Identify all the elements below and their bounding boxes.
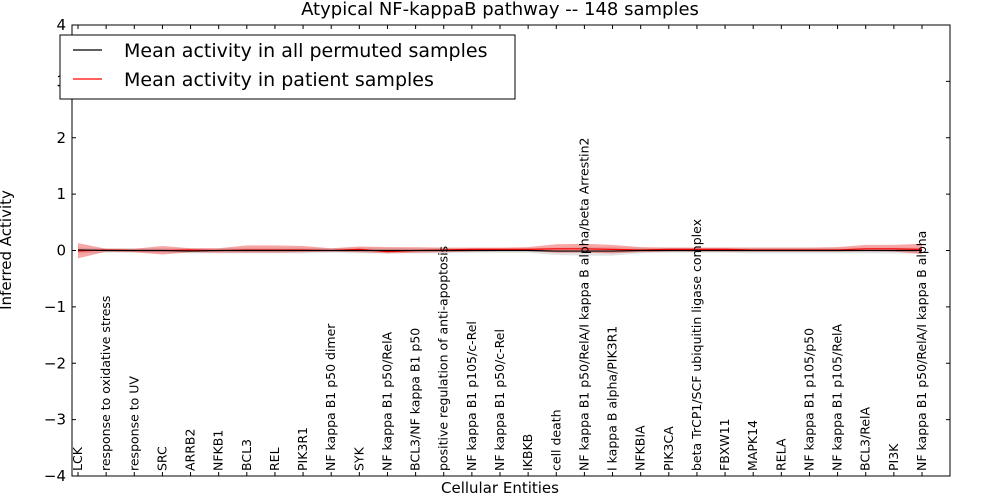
x-category-label: PIK3R1: [295, 427, 310, 471]
x-category-label: NFKBIA: [633, 425, 648, 471]
x-category-label: cell death: [548, 409, 563, 471]
x-category-label: RELA: [773, 438, 788, 471]
x-category-label: IKBKB: [520, 434, 535, 471]
x-category-label: NF kappa B1 p105/p50: [801, 328, 816, 471]
x-category-label: NFKB1: [211, 430, 226, 471]
x-category-label: NF kappa B1 p105/c-Rel: [464, 321, 479, 471]
x-category-label: NF kappa B1 p50/RelA/I kappa B alpha: [914, 231, 929, 471]
y-axis-label: Inferred Activity: [0, 190, 15, 310]
x-category-label: ARRB2: [183, 429, 198, 471]
y-tick-label: −1: [44, 298, 66, 316]
x-category-label: NF kappa B1 p50/c-Rel: [492, 329, 507, 471]
legend: Mean activity in all permuted samples Me…: [59, 34, 516, 100]
x-category-label: beta TrCP1/SCF ubiquitin ligase complex: [689, 219, 704, 471]
x-category-label: I kappa B alpha/PIK3R1: [605, 326, 620, 471]
x-category-label: BCL3: [239, 439, 254, 471]
x-category-label: NF kappa B1 p50/RelA/I kappa B alpha/bet…: [576, 138, 591, 472]
x-category-label: SYK: [351, 446, 366, 471]
x-category-label: FBXW11: [717, 418, 732, 471]
series-lines: [77, 248, 923, 253]
y-tick-label: 0: [56, 242, 66, 260]
x-category-label: NF kappa B1 p50/RelA: [379, 331, 394, 471]
legend-label-permuted: Mean activity in all permuted samples: [124, 40, 487, 62]
y-tick-label: 4: [56, 16, 66, 34]
x-category-label: BCL3/NF kappa B1 p50: [408, 328, 423, 471]
x-category-label: NF kappa B1 p105/RelA: [830, 324, 845, 471]
y-tick-label: 2: [56, 129, 66, 147]
x-category-label: response to oxidative stress: [98, 296, 113, 471]
y-tick-label: −4: [44, 467, 66, 485]
x-category-label: PIK3CA: [661, 426, 676, 471]
legend-box: [59, 34, 516, 100]
legend-label-patient: Mean activity in patient samples: [124, 69, 434, 91]
x-category-label: REL: [267, 447, 282, 471]
chart-title: Atypical NF-kappaB pathway -- 148 sample…: [301, 0, 699, 20]
x-category-label: response to UV: [126, 376, 141, 471]
y-tick-label: −3: [44, 411, 66, 429]
x-category-label: LCK: [70, 446, 85, 471]
x-category-label: positive regulation of anti-apoptosis: [436, 246, 451, 471]
x-category-label: PI3K: [886, 443, 901, 471]
y-tick-label: −2: [44, 354, 66, 372]
x-category-label: NF kappa B1 p50 dimer: [323, 323, 338, 471]
y-tick-label: 1: [56, 185, 66, 203]
x-axis-label: Cellular Entities: [441, 479, 559, 497]
y-axis: 43210−1−2−3−4: [44, 16, 950, 485]
x-axis: LCK response to oxidative stress response …: [70, 25, 929, 476]
x-category-label: SRC: [154, 446, 169, 471]
x-category-label: MAPK14: [745, 420, 760, 471]
x-category-label: BCL3/RelA: [858, 407, 873, 471]
series-line-permuted: [77, 249, 922, 252]
